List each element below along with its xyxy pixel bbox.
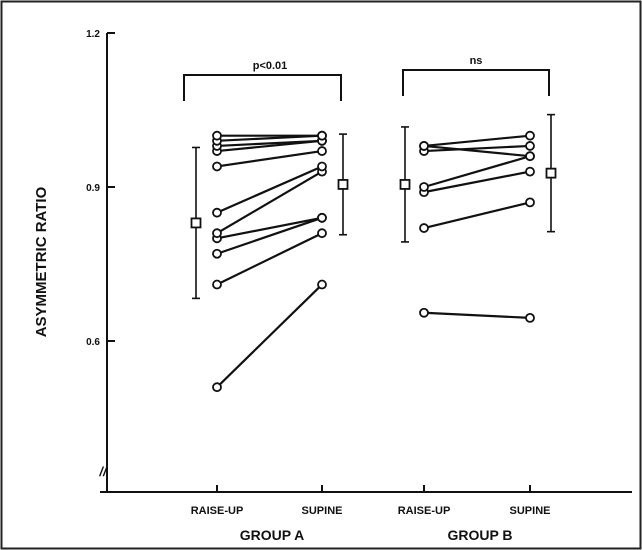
- supine-point: [317, 212, 327, 223]
- mean-marker: [545, 167, 557, 179]
- supine-point: [525, 151, 535, 162]
- paired-line: [423, 201, 531, 230]
- supine-point: [525, 141, 535, 151]
- y-axis-break-mark: //: [98, 464, 108, 479]
- y-tick-label: 0.9: [86, 183, 100, 194]
- y-tick-label: 1.2: [86, 29, 100, 40]
- raise-up-point: [419, 307, 429, 318]
- raise-up-point: [212, 161, 222, 172]
- paired-line: [216, 216, 323, 255]
- paired-line: [423, 311, 531, 319]
- raise-up-point: [419, 223, 429, 233]
- paired-line: [423, 155, 531, 189]
- raise-up-point: [212, 130, 222, 141]
- x-tick-label: RAISE-UP: [191, 505, 244, 517]
- significance-label: ns: [470, 55, 483, 67]
- paired-line: [216, 232, 323, 286]
- x-tick-label: RAISE-UP: [398, 505, 451, 517]
- chart-groups: p<0.01 RAISE-UP SUPINE GROUP A ns RAISE-UP SUP…: [183, 55, 557, 543]
- paired-line: [216, 216, 323, 240]
- raise-up-point: [212, 248, 222, 259]
- mean-marker: [190, 217, 202, 229]
- paired-line: [423, 134, 531, 148]
- supine-point: [525, 312, 535, 323]
- raise-up-point: [212, 382, 222, 393]
- supine-point: [317, 161, 327, 172]
- paired-line: [216, 149, 323, 168]
- significance-bracket: [183, 74, 342, 101]
- paired-line: [216, 165, 323, 214]
- raise-up-point: [419, 141, 429, 151]
- supine-point: [317, 279, 327, 290]
- raise-up-point: [212, 279, 222, 290]
- supine-point: [317, 228, 327, 239]
- mean-marker: [399, 179, 411, 190]
- raise-up-point: [212, 207, 222, 218]
- paired-line: [423, 144, 531, 153]
- group-label: GROUP A: [240, 527, 305, 543]
- significance-label: p<0.01: [253, 60, 288, 72]
- supine-point: [525, 130, 535, 141]
- group-a: p<0.01 RAISE-UP SUPINE GROUP A: [183, 60, 349, 543]
- y-tick-label: 0.6: [86, 337, 100, 348]
- supine-point: [317, 130, 327, 141]
- mean-marker: [337, 179, 349, 190]
- paired-line: [216, 283, 323, 388]
- paired-line: [423, 170, 531, 194]
- supine-point: [525, 197, 535, 208]
- x-tick-label: SUPINE: [302, 505, 343, 517]
- paired-line: [423, 144, 531, 158]
- group-b: ns RAISE-UP SUPINE GROUP B: [398, 55, 557, 543]
- supine-point: [525, 166, 535, 177]
- y-axis-label: ASYMMETRIC RATIO: [33, 186, 50, 337]
- paired-line: [216, 170, 323, 235]
- supine-point: [317, 146, 327, 156]
- paired-line: [216, 139, 323, 148]
- y-axis-ticks: 0.6 0.9 1.2: [86, 29, 115, 348]
- raise-up-point: [212, 228, 222, 239]
- raise-up-point: [419, 182, 429, 192]
- x-tick-label: SUPINE: [510, 505, 551, 517]
- group-label: GROUP B: [447, 527, 512, 543]
- significance-bracket: [402, 69, 550, 96]
